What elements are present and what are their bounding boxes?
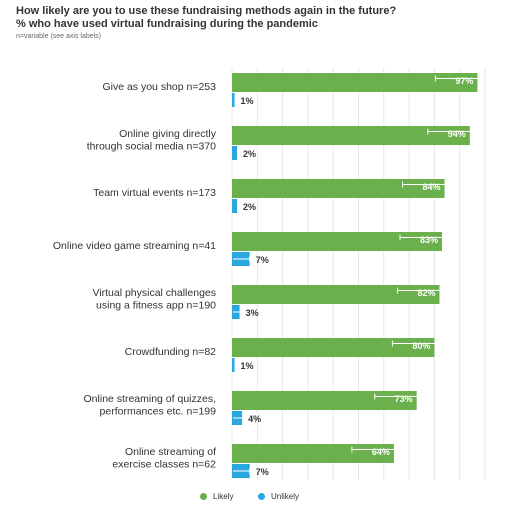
data-label-unlikely: 1% [241, 361, 254, 371]
bar-likely [232, 179, 445, 198]
data-label-likely: 73% [395, 394, 413, 404]
data-label-likely: 80% [412, 341, 430, 351]
data-label-unlikely: 4% [248, 414, 261, 424]
data-label-unlikely: 7% [256, 467, 269, 477]
category-label: Virtual physical challenges using a fitne… [92, 287, 216, 312]
bar-unlikely [232, 358, 235, 372]
data-label-likely: 82% [417, 288, 435, 298]
bar-likely [232, 285, 440, 304]
category-label: Team virtual events n=173 [93, 187, 216, 199]
data-label-likely: 64% [372, 447, 390, 457]
legend-swatch-likely [200, 493, 207, 500]
category-label: Crowdfunding n=82 [125, 346, 217, 358]
legend-label-likely: Likely [213, 492, 234, 501]
data-label-likely: 84% [423, 182, 441, 192]
data-label-unlikely: 2% [243, 202, 256, 212]
data-label-unlikely: 3% [246, 308, 259, 318]
category-label: Online giving directly through social med… [87, 128, 217, 153]
legend-item-likely: Likely [200, 492, 233, 501]
legend-item-unlikely: Unlikely [258, 492, 299, 501]
bar-likely [232, 391, 417, 410]
data-label-likely: 94% [448, 129, 466, 139]
bar-likely [232, 73, 478, 92]
data-label-unlikely: 7% [256, 255, 269, 265]
bar-likely [232, 338, 435, 357]
category-label: Online streaming of quizzes, performances… [84, 393, 217, 418]
category-label: Give as you shop n=253 [102, 81, 216, 93]
bar-unlikely [232, 146, 238, 160]
data-label-likely: 97% [455, 76, 473, 86]
bar-unlikely [232, 199, 238, 213]
chart-title: How likely are you to use these fundrais… [16, 5, 397, 17]
sample-note: n=variable (see axis labels) [16, 33, 102, 40]
category-label: Online streaming of exercise classes n=62 [112, 446, 216, 471]
data-label-likely: 83% [420, 235, 438, 245]
category-label: Online video game streaming n=41 [53, 240, 216, 252]
legend-label-unlikely: Unlikely [271, 492, 300, 501]
bar-chart: Give as you shop n=253 97% 1% Online giving… [53, 68, 486, 480]
legend-swatch-unlikely [258, 493, 265, 500]
bar-unlikely [232, 93, 235, 107]
bar-likely [232, 126, 470, 145]
bar-likely [232, 444, 394, 463]
bar-likely [232, 232, 442, 251]
chart-subtitle: % who have used virtual fundraising duri… [16, 18, 318, 30]
data-label-unlikely: 2% [243, 149, 256, 159]
data-label-unlikely: 1% [241, 96, 254, 106]
